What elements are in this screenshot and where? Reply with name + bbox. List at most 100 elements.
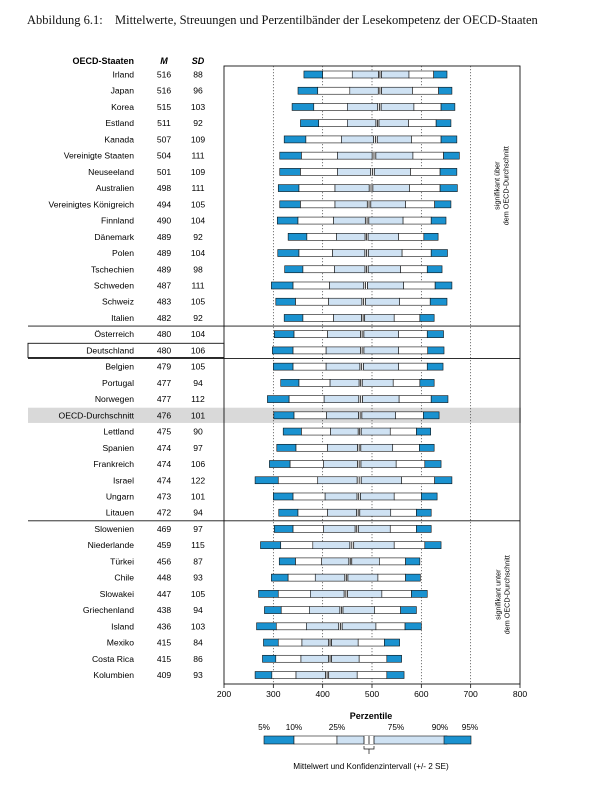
legend-percentile-label: 75% xyxy=(388,723,404,732)
germany-label-box xyxy=(27,342,225,358)
mean-value: 483 xyxy=(157,297,172,307)
band-10-25 xyxy=(295,443,328,452)
sd-value: 111 xyxy=(191,280,204,290)
mean-value: 474 xyxy=(157,475,172,485)
band-90-95 xyxy=(426,330,444,338)
band-10-25 xyxy=(302,314,334,322)
band-5-10 xyxy=(264,606,282,614)
band-90-95 xyxy=(423,411,440,420)
band-10-25 xyxy=(295,297,329,306)
mean-value: 480 xyxy=(157,345,172,355)
band-75-90 xyxy=(398,362,428,371)
band-5-10 xyxy=(276,216,299,225)
mean-value: 477 xyxy=(157,394,172,404)
mean-value: 475 xyxy=(157,427,172,437)
band-75-90 xyxy=(398,346,429,355)
band-90-95 xyxy=(429,297,448,306)
band-10-25 xyxy=(275,654,302,663)
band-10-25 xyxy=(306,233,337,241)
band-90-95 xyxy=(427,346,445,355)
mean-value: 501 xyxy=(157,167,172,177)
band-10-25 xyxy=(271,671,297,679)
sd-value: 96 xyxy=(193,86,203,96)
band-5-10 xyxy=(297,86,319,95)
legend-percentile-label: 90% xyxy=(432,723,448,732)
x-tick-label: 800 xyxy=(513,689,528,699)
country-label: Griechenland xyxy=(83,605,134,615)
band-10-25 xyxy=(288,395,325,403)
band-10-25 xyxy=(289,460,324,468)
band-10-25 xyxy=(277,590,311,598)
band-5-10 xyxy=(271,281,294,290)
band-5-10 xyxy=(279,168,301,176)
sd-value: 122 xyxy=(191,475,206,485)
sd-value: 97 xyxy=(193,524,203,534)
band-75-90 xyxy=(401,249,432,257)
header-country: OECD-Staaten xyxy=(72,56,134,66)
mean-value: 438 xyxy=(157,605,172,615)
band-5-10 xyxy=(283,314,304,322)
mean-value: 474 xyxy=(157,443,172,453)
sd-value: 111 xyxy=(191,151,204,161)
country-label: Österreich xyxy=(94,329,134,339)
band-75-90 xyxy=(398,233,425,241)
x-tick-label: 700 xyxy=(463,689,478,699)
band-75-90 xyxy=(412,151,444,160)
band-5-10 xyxy=(273,492,294,501)
band-75-90 xyxy=(381,590,412,598)
x-tick-label: 600 xyxy=(414,689,429,699)
group-label-above: signifikant über xyxy=(493,161,502,210)
band-90-95 xyxy=(405,573,421,582)
country-label: Kanada xyxy=(104,134,134,144)
band-90-95 xyxy=(405,557,421,566)
band-90-95 xyxy=(426,362,444,371)
band-75-90 xyxy=(379,557,406,566)
band-5-10 xyxy=(267,395,290,403)
legend-percentile-label: 10% xyxy=(286,723,302,732)
band-90-95 xyxy=(404,622,422,631)
band-90-95 xyxy=(419,314,435,322)
band-75-90 xyxy=(395,411,424,420)
country-label: Costa Rica xyxy=(92,654,134,664)
sd-value: 106 xyxy=(191,459,206,469)
mean-value: 409 xyxy=(157,670,172,680)
country-label: Israel xyxy=(113,475,134,485)
mean-value: 511 xyxy=(157,118,171,128)
band-90-95 xyxy=(416,525,432,533)
band-75-90 xyxy=(399,297,431,306)
sd-value: 112 xyxy=(191,394,205,404)
sd-value: 103 xyxy=(191,621,206,631)
band-10-25 xyxy=(322,70,353,79)
band-10-25 xyxy=(297,508,328,517)
band-90-95 xyxy=(434,281,453,290)
country-label: Estland xyxy=(105,118,134,128)
country-label: Mexiko xyxy=(107,638,134,648)
band-90-95 xyxy=(384,638,400,647)
band-10-25 xyxy=(293,330,328,338)
band-75-90 xyxy=(393,314,421,322)
band-75-90 xyxy=(357,638,385,647)
sd-value: 90 xyxy=(193,427,203,437)
band-90-95 xyxy=(386,654,402,663)
x-tick-label: 300 xyxy=(266,689,281,699)
mean-value: 476 xyxy=(157,410,172,420)
mean-value: 415 xyxy=(157,638,172,648)
mean-value: 507 xyxy=(157,134,172,144)
band-90-95 xyxy=(400,606,417,614)
header-sd: SD xyxy=(192,56,205,66)
band-90-95 xyxy=(439,168,458,176)
band-10-25 xyxy=(300,168,338,176)
band-5-10 xyxy=(284,265,304,274)
band-5-10 xyxy=(274,525,294,533)
band-5-10 xyxy=(282,427,302,436)
country-label: Island xyxy=(111,621,134,631)
country-label: Niederlande xyxy=(88,540,135,550)
mean-value: 489 xyxy=(157,248,172,258)
sd-value: 109 xyxy=(191,167,206,177)
band-5-10 xyxy=(272,346,294,355)
band-5-10 xyxy=(287,233,308,241)
band-5-10 xyxy=(275,297,296,306)
band-90-95 xyxy=(423,233,439,241)
country-label: Litauen xyxy=(106,508,134,518)
mean-value: 480 xyxy=(157,329,172,339)
